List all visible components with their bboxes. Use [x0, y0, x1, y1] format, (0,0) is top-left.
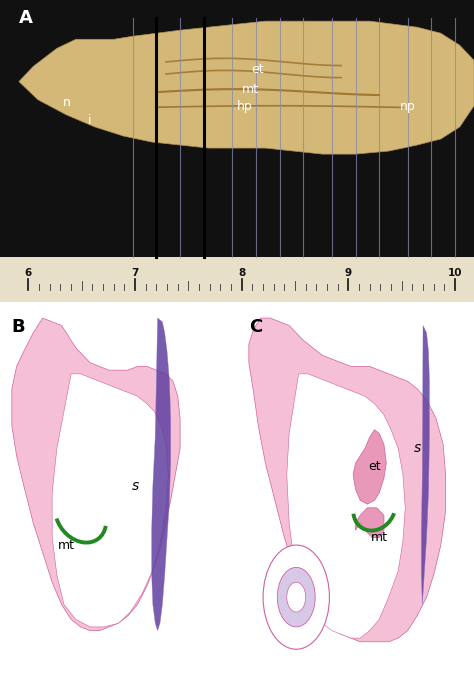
Text: np: np [400, 100, 416, 113]
Text: 7: 7 [131, 268, 139, 278]
Text: s: s [131, 479, 139, 492]
Bar [0, 0, 474, 263]
Polygon shape [249, 318, 446, 642]
Text: 6: 6 [25, 268, 32, 278]
Text: 8: 8 [238, 268, 246, 278]
Text: i: i [88, 114, 92, 128]
Text: mt: mt [58, 538, 75, 551]
Bar [0, 257, 474, 302]
Polygon shape [152, 318, 171, 631]
Text: hp: hp [237, 100, 253, 113]
Polygon shape [421, 325, 429, 604]
Polygon shape [287, 374, 405, 638]
Text: 9: 9 [345, 268, 352, 278]
Polygon shape [19, 21, 474, 154]
Circle shape [277, 568, 315, 627]
Polygon shape [356, 508, 384, 538]
Text: C: C [249, 318, 262, 336]
Polygon shape [52, 374, 168, 627]
Text: mt: mt [242, 83, 259, 96]
Text: et: et [368, 460, 381, 473]
Text: A: A [19, 9, 33, 27]
Text: s: s [413, 441, 421, 456]
Text: et: et [251, 63, 264, 76]
Polygon shape [12, 318, 180, 631]
Circle shape [287, 583, 306, 612]
Circle shape [263, 545, 329, 649]
Text: mt: mt [371, 531, 388, 544]
Text: 10: 10 [448, 268, 462, 278]
Polygon shape [353, 430, 386, 504]
Text: B: B [12, 318, 26, 336]
Text: n: n [63, 96, 70, 109]
